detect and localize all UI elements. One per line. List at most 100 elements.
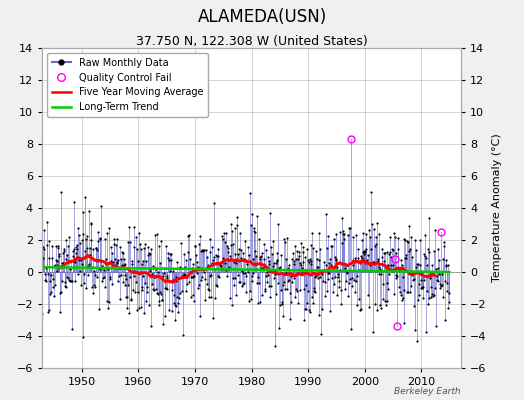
Point — [69, 258, 78, 264]
Point — [173, 308, 182, 315]
Point — [340, 236, 348, 242]
Point — [52, 268, 61, 274]
Point — [261, 288, 269, 294]
Point — [277, 287, 286, 293]
Point — [407, 234, 416, 240]
Point — [374, 271, 383, 277]
Point — [366, 268, 375, 274]
Point — [103, 304, 112, 311]
Point — [442, 256, 451, 263]
Point — [115, 264, 124, 270]
Point — [266, 210, 274, 216]
Point — [69, 248, 77, 254]
Point — [116, 244, 124, 250]
Point — [365, 304, 373, 311]
Point — [314, 263, 322, 270]
Point — [170, 301, 179, 308]
Point — [81, 194, 90, 200]
Point — [132, 234, 140, 240]
Point — [396, 266, 405, 272]
Point — [184, 232, 193, 238]
Point — [331, 257, 340, 263]
Point — [269, 263, 277, 270]
Point — [435, 281, 444, 288]
Point — [244, 269, 252, 275]
Point — [56, 290, 64, 296]
Point — [330, 281, 339, 288]
Point — [129, 272, 138, 279]
Point — [114, 278, 123, 284]
Point — [406, 289, 414, 295]
Point — [130, 223, 138, 230]
Point — [137, 287, 146, 293]
Point — [107, 258, 115, 264]
Point — [173, 294, 182, 300]
Point — [219, 255, 227, 261]
Text: Berkeley Earth: Berkeley Earth — [395, 387, 461, 396]
Point — [251, 248, 259, 254]
Point — [83, 232, 91, 239]
Point — [90, 282, 98, 288]
Point — [208, 244, 216, 250]
Point — [48, 255, 57, 261]
Point — [106, 274, 115, 281]
Point — [293, 288, 301, 294]
Point — [133, 306, 141, 313]
Point — [307, 260, 315, 267]
Point — [177, 273, 185, 280]
Point — [46, 291, 54, 298]
Point — [405, 247, 413, 254]
Point — [301, 254, 309, 260]
Point — [211, 266, 220, 272]
Point — [129, 287, 137, 294]
Point — [246, 189, 254, 196]
Point — [78, 209, 86, 215]
Point — [364, 252, 373, 258]
Point — [245, 252, 253, 258]
Point — [101, 284, 109, 290]
Point — [229, 274, 237, 281]
Point — [158, 296, 167, 303]
Point — [350, 258, 358, 265]
Point — [403, 238, 411, 244]
Point — [91, 284, 99, 290]
Point — [247, 296, 255, 302]
Point — [262, 272, 270, 279]
Point — [303, 300, 311, 306]
Point — [310, 288, 319, 294]
Point — [347, 326, 355, 332]
Point — [237, 283, 246, 290]
Point — [239, 281, 247, 287]
Point — [389, 291, 398, 298]
Point — [417, 277, 425, 284]
Point — [420, 251, 428, 257]
Point — [238, 268, 246, 274]
Point — [345, 276, 354, 282]
Point — [412, 264, 420, 270]
Point — [89, 290, 97, 296]
Point — [195, 281, 203, 288]
Point — [294, 256, 302, 263]
Point — [289, 275, 298, 282]
Point — [322, 245, 331, 251]
Point — [102, 298, 111, 305]
Point — [336, 228, 344, 235]
Point — [163, 286, 172, 292]
Point — [204, 293, 213, 300]
Point — [247, 211, 256, 218]
Point — [373, 307, 381, 313]
Point — [294, 249, 303, 255]
Point — [43, 308, 52, 315]
Point — [187, 274, 195, 280]
Point — [263, 268, 271, 275]
Point — [185, 268, 194, 275]
Point — [233, 214, 242, 220]
Point — [361, 248, 369, 254]
Point — [147, 323, 156, 330]
Point — [417, 268, 425, 274]
Point — [315, 312, 323, 318]
Point — [388, 262, 397, 268]
Point — [54, 242, 62, 249]
Point — [341, 286, 350, 292]
Point — [297, 270, 305, 276]
